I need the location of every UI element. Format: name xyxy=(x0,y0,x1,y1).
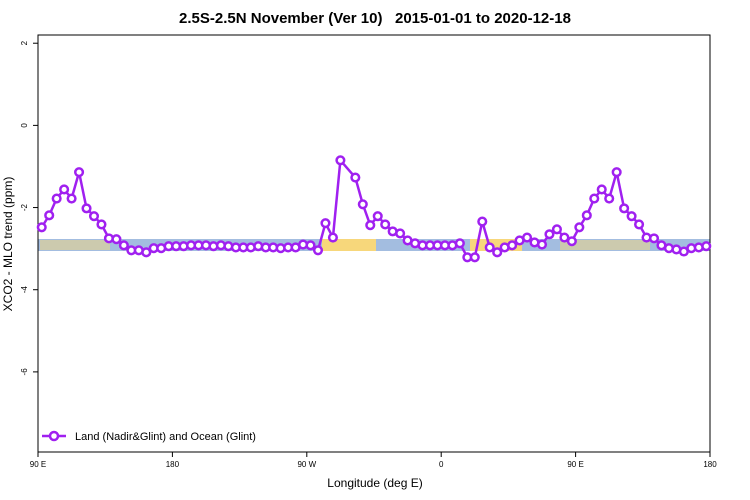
point xyxy=(477,216,488,227)
point xyxy=(357,199,368,210)
y-tick-label: -6 xyxy=(20,368,29,376)
x-tick-label: 90 E xyxy=(30,460,46,469)
legend: Land (Nadir&Glint) and Ocean (Glint) xyxy=(42,430,256,443)
point xyxy=(492,247,503,258)
point xyxy=(536,239,548,250)
x-axis-label: Longitude (deg E) xyxy=(327,476,422,490)
point xyxy=(312,245,324,256)
y-tick-label: 2 xyxy=(20,40,29,45)
x-tick-label: 180 xyxy=(703,460,717,469)
y-tick-label: 0 xyxy=(20,123,29,128)
point xyxy=(581,210,592,221)
land-band xyxy=(560,240,650,250)
point xyxy=(88,211,100,222)
point xyxy=(522,232,533,243)
point xyxy=(365,220,376,231)
y-axis-label: XCO2 - MLO trend (ppm) xyxy=(1,177,15,312)
point xyxy=(96,219,107,230)
point xyxy=(559,232,570,243)
point xyxy=(118,240,129,251)
x-tick-label: 90 E xyxy=(567,460,583,469)
x-tick-label: 90 W xyxy=(297,460,316,469)
point xyxy=(305,240,316,251)
y-tick-label: -2 xyxy=(20,203,29,211)
point xyxy=(634,219,645,230)
land-band xyxy=(40,240,110,250)
point xyxy=(566,236,577,247)
legend-marker xyxy=(48,430,60,442)
legend-label: Land (Nadir&Glint) and Ocean (Glint) xyxy=(75,431,256,443)
point xyxy=(36,222,47,233)
land-band xyxy=(322,239,376,251)
point xyxy=(596,184,607,195)
point xyxy=(320,218,331,229)
point xyxy=(66,193,77,204)
point xyxy=(619,203,630,214)
point xyxy=(59,184,70,195)
x-tick-label: 180 xyxy=(166,460,180,469)
point xyxy=(484,242,495,253)
point xyxy=(327,232,338,243)
point xyxy=(551,224,562,235)
point xyxy=(74,167,85,178)
point xyxy=(574,222,585,233)
point xyxy=(469,252,480,263)
point xyxy=(611,167,622,178)
point xyxy=(44,210,55,221)
point xyxy=(395,228,406,239)
point xyxy=(51,193,62,204)
chart-title: 2.5S-2.5N November (Ver 10) 2015-01-01 t… xyxy=(179,10,571,27)
point xyxy=(141,247,152,258)
point xyxy=(648,233,660,244)
point xyxy=(604,193,615,204)
point xyxy=(626,211,637,222)
point xyxy=(507,240,518,251)
x-tick-label: 0 xyxy=(439,460,444,469)
point xyxy=(335,155,346,166)
point xyxy=(701,241,712,252)
point xyxy=(81,203,92,214)
point xyxy=(380,219,391,230)
point xyxy=(350,172,361,183)
y-tick-label: -4 xyxy=(20,286,29,294)
point xyxy=(372,211,383,222)
point xyxy=(589,193,600,204)
point xyxy=(544,229,555,240)
point xyxy=(454,238,465,249)
point xyxy=(111,234,122,245)
